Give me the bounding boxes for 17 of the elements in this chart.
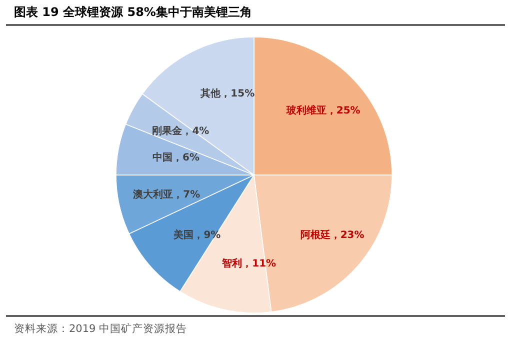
data-label: ，25% bbox=[326, 105, 360, 116]
data-label: ，15% bbox=[220, 88, 255, 100]
slice-label: 玻利维亚 bbox=[285, 104, 326, 116]
data-label: ，6% bbox=[172, 152, 200, 164]
slice-label: 中国 bbox=[152, 152, 173, 164]
slice-label: 其他 bbox=[200, 88, 222, 100]
slice-label: 澳大利亚 bbox=[132, 188, 174, 201]
data-label: ，23% bbox=[330, 230, 364, 241]
chart-title: 图表 19 全球锂资源 58%集中于南美锂三角 bbox=[14, 5, 252, 19]
data-label: ，11% bbox=[242, 258, 276, 270]
text: 资料来源：2019 中国矿产资源报告 bbox=[14, 322, 188, 335]
slice-label: 智利 bbox=[221, 258, 242, 270]
data-label: ，4% bbox=[182, 126, 210, 137]
slice-label: 刚果金 bbox=[152, 124, 184, 137]
data-label: ，7% bbox=[173, 190, 200, 201]
slice-label: 美国 bbox=[172, 228, 194, 241]
slice-label: 阿根廷 bbox=[300, 228, 330, 241]
